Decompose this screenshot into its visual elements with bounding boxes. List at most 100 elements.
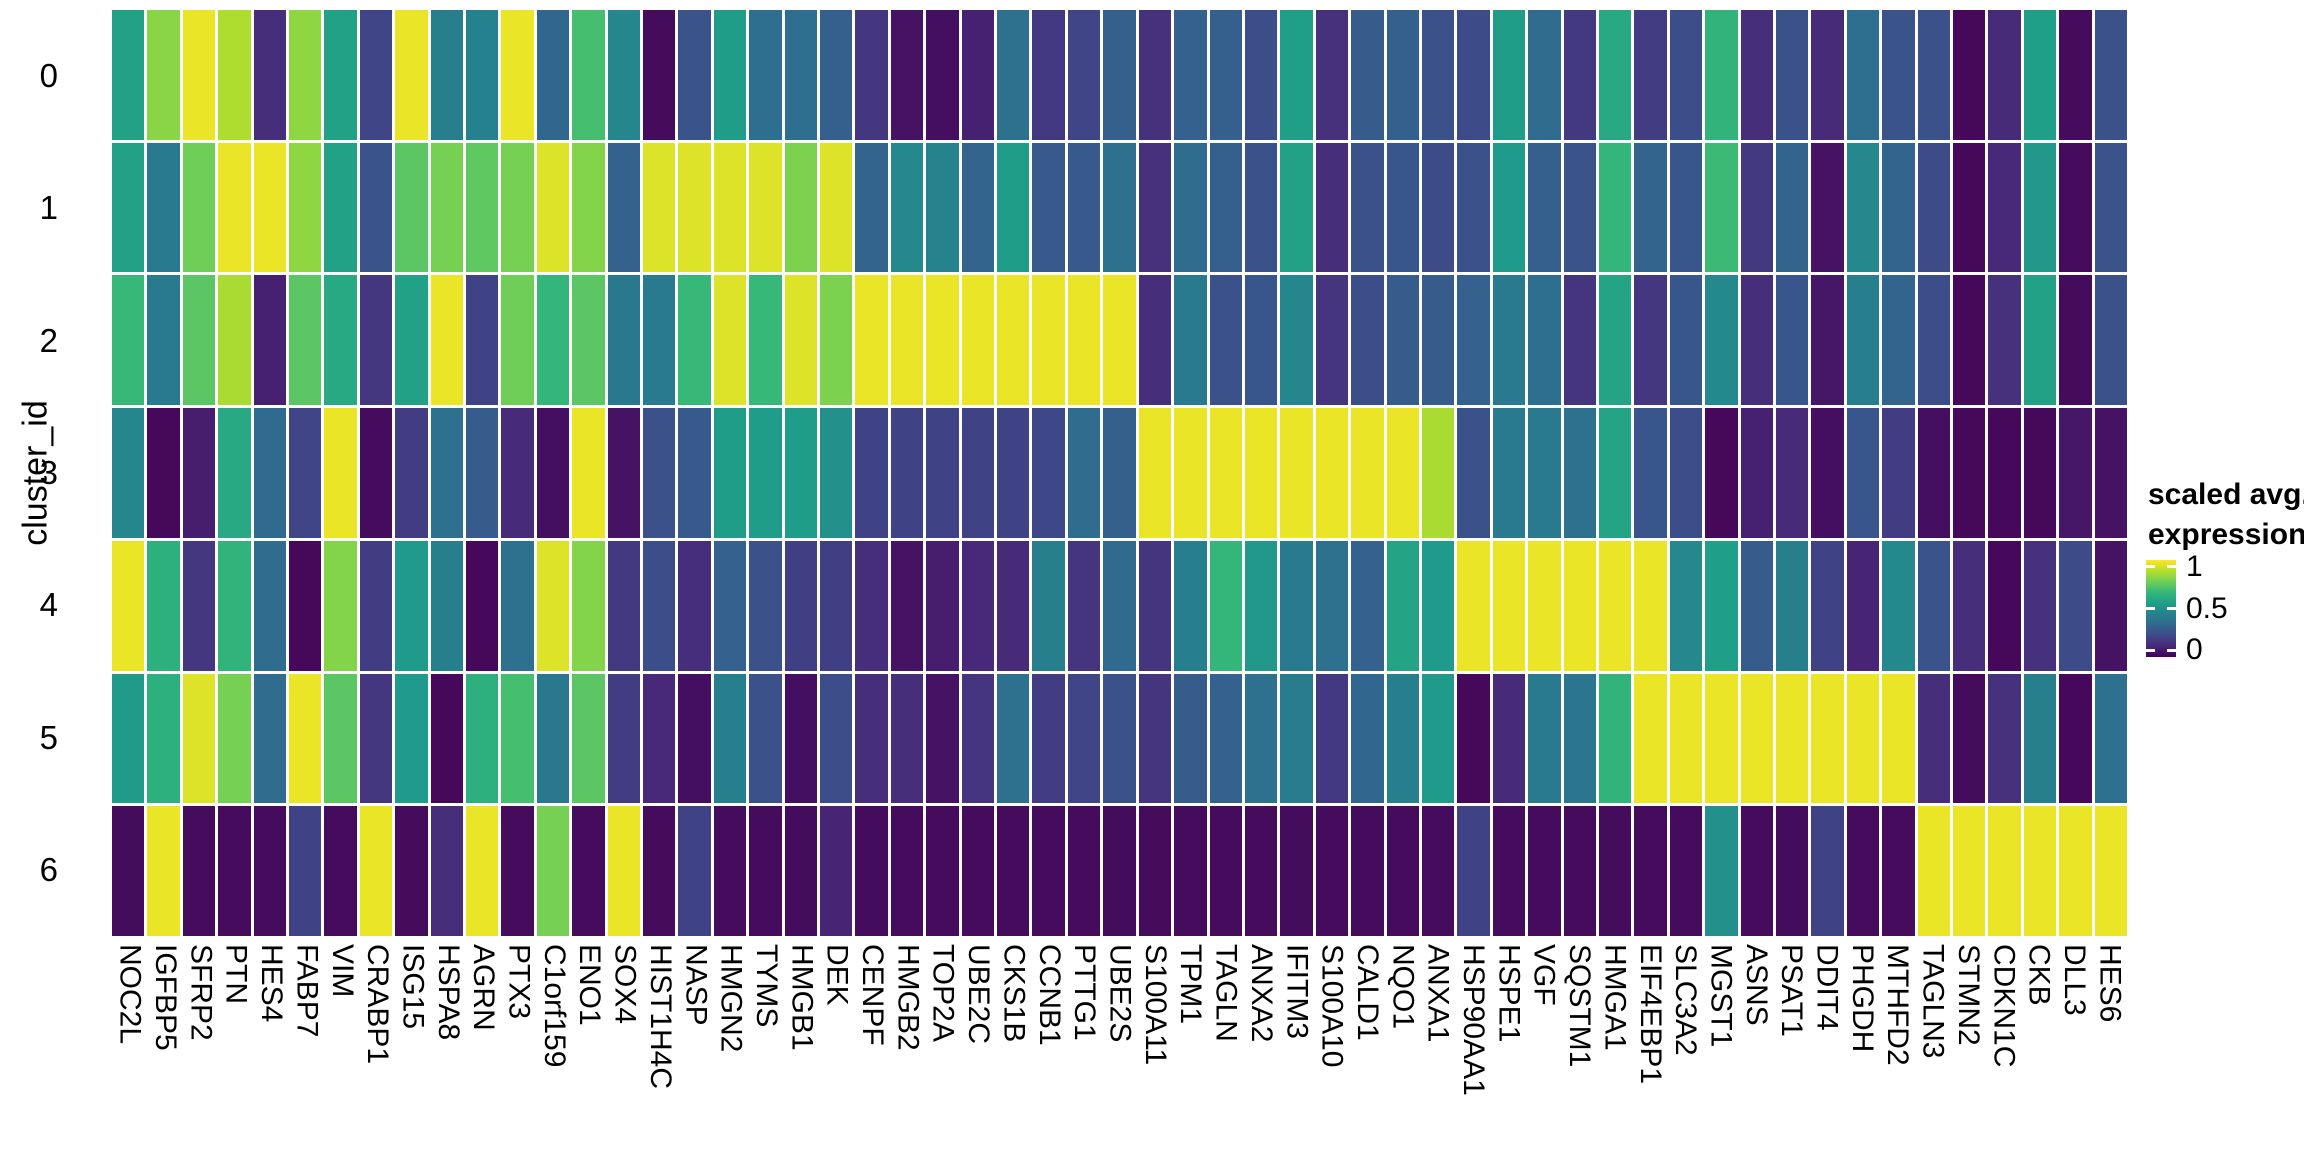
heatmap-cell — [1315, 806, 1349, 936]
heatmap-cell — [324, 673, 357, 804]
heatmap-cell — [501, 806, 534, 936]
heatmap-cell — [1032, 806, 1065, 936]
x-tick-label: ASNS — [1739, 944, 1773, 1026]
heatmap-cell — [1917, 806, 1950, 936]
heatmap-cell — [855, 408, 888, 538]
heatmap-cell — [1775, 806, 1809, 936]
heatmap-cell — [1598, 408, 1632, 538]
heatmap-cell — [1138, 408, 1172, 538]
heatmap-cell — [218, 10, 251, 140]
heatmap-cell — [218, 673, 251, 804]
heatmap-cell — [1032, 673, 1065, 804]
heatmap-cell — [1386, 673, 1419, 804]
heatmap-cell — [926, 10, 959, 140]
heatmap-cell — [572, 540, 605, 671]
heatmap-cell — [1563, 142, 1596, 273]
heatmap-cell — [1988, 275, 2021, 406]
heatmap-cell — [961, 673, 995, 804]
heatmap-cell — [1103, 142, 1136, 273]
heatmap-cell — [890, 806, 924, 936]
y-tick-label: 3 — [39, 454, 58, 491]
heatmap-cell — [1315, 142, 1349, 273]
heatmap-cell — [1315, 10, 1349, 140]
heatmap-cell — [1952, 806, 1986, 936]
heatmap-cell — [1563, 673, 1596, 804]
heatmap-cell — [182, 673, 216, 804]
colorbar-tick-label: 0.5 — [2186, 591, 2228, 625]
heatmap-cell — [1846, 673, 1880, 804]
heatmap-cell — [1067, 806, 1101, 936]
heatmap-cell — [890, 540, 924, 671]
heatmap-cell — [112, 806, 145, 936]
heatmap-cell — [147, 275, 180, 406]
heatmap-cell — [1492, 408, 1526, 538]
heatmap-cell — [784, 408, 818, 538]
heatmap-cell — [890, 673, 924, 804]
heatmap-cell — [1669, 673, 1703, 804]
heatmap-cell — [2094, 673, 2127, 804]
heatmap-cell — [253, 275, 287, 406]
heatmap-cell — [2059, 10, 2092, 140]
heatmap-cell — [1988, 10, 2021, 140]
heatmap-cell — [182, 10, 216, 140]
heatmap-cell — [2059, 408, 2092, 538]
heatmap-cell — [1209, 142, 1242, 273]
heatmap-cell — [536, 806, 570, 936]
heatmap-cell — [855, 142, 888, 273]
x-tick-label: DDIT4 — [1810, 944, 1844, 1031]
x-tick-label: C1orf159 — [537, 944, 571, 1068]
heatmap-cell — [466, 142, 499, 273]
x-tick-label: S100A10 — [1315, 944, 1349, 1068]
heatmap-cell — [713, 540, 747, 671]
heatmap-cell — [1775, 10, 1809, 140]
heatmap-cell — [643, 673, 676, 804]
heatmap-cell — [1740, 275, 1773, 406]
heatmap-cell — [1103, 10, 1136, 140]
heatmap-cell — [466, 10, 499, 140]
x-tick-label: ENO1 — [573, 944, 607, 1026]
heatmap-cell — [112, 408, 145, 538]
heatmap-cell — [1244, 540, 1278, 671]
heatmap-cell — [1421, 10, 1455, 140]
heatmap-cell — [1421, 540, 1455, 671]
heatmap-cell — [1244, 806, 1278, 936]
heatmap-cell — [607, 408, 641, 538]
heatmap-cell — [2023, 540, 2057, 671]
heatmap-cell — [961, 142, 995, 273]
heatmap-cell — [2023, 408, 2057, 538]
heatmap-cell — [1103, 540, 1136, 671]
x-tick-label: NQO1 — [1386, 944, 1420, 1030]
heatmap-cell — [2094, 540, 2127, 671]
heatmap-cell — [501, 142, 534, 273]
heatmap-cell — [1067, 408, 1101, 538]
heatmap-cell — [395, 275, 428, 406]
heatmap-cell — [1174, 275, 1207, 406]
x-tick-label: PHGDH — [1845, 944, 1879, 1053]
heatmap-cell — [678, 10, 711, 140]
heatmap-cell — [855, 275, 888, 406]
heatmap-cell — [536, 142, 570, 273]
heatmap-cell — [1811, 540, 1844, 671]
heatmap-cell — [2023, 10, 2057, 140]
heatmap-cell — [1138, 10, 1172, 140]
heatmap-cell — [749, 806, 782, 936]
heatmap-cell — [1280, 806, 1313, 936]
heatmap-cell — [855, 540, 888, 671]
heatmap-cell — [997, 540, 1030, 671]
heatmap-cell — [1386, 540, 1419, 671]
x-tick-label: PTX3 — [502, 944, 536, 1020]
heatmap-cell — [1421, 275, 1455, 406]
heatmap-cell — [784, 142, 818, 273]
heatmap-cell — [1598, 142, 1632, 273]
heatmap-cell — [1386, 142, 1419, 273]
heatmap-cell — [1634, 540, 1667, 671]
heatmap-cell — [1492, 806, 1526, 936]
x-tick-label: STMN2 — [1951, 944, 1985, 1046]
heatmap-cell — [1634, 673, 1667, 804]
heatmap-cell — [1209, 10, 1242, 140]
heatmap-cell — [1209, 408, 1242, 538]
y-tick-label: 4 — [39, 586, 58, 624]
heatmap-cell — [147, 673, 180, 804]
heatmap-cell — [855, 673, 888, 804]
x-tick-label: MGST1 — [1704, 944, 1738, 1048]
